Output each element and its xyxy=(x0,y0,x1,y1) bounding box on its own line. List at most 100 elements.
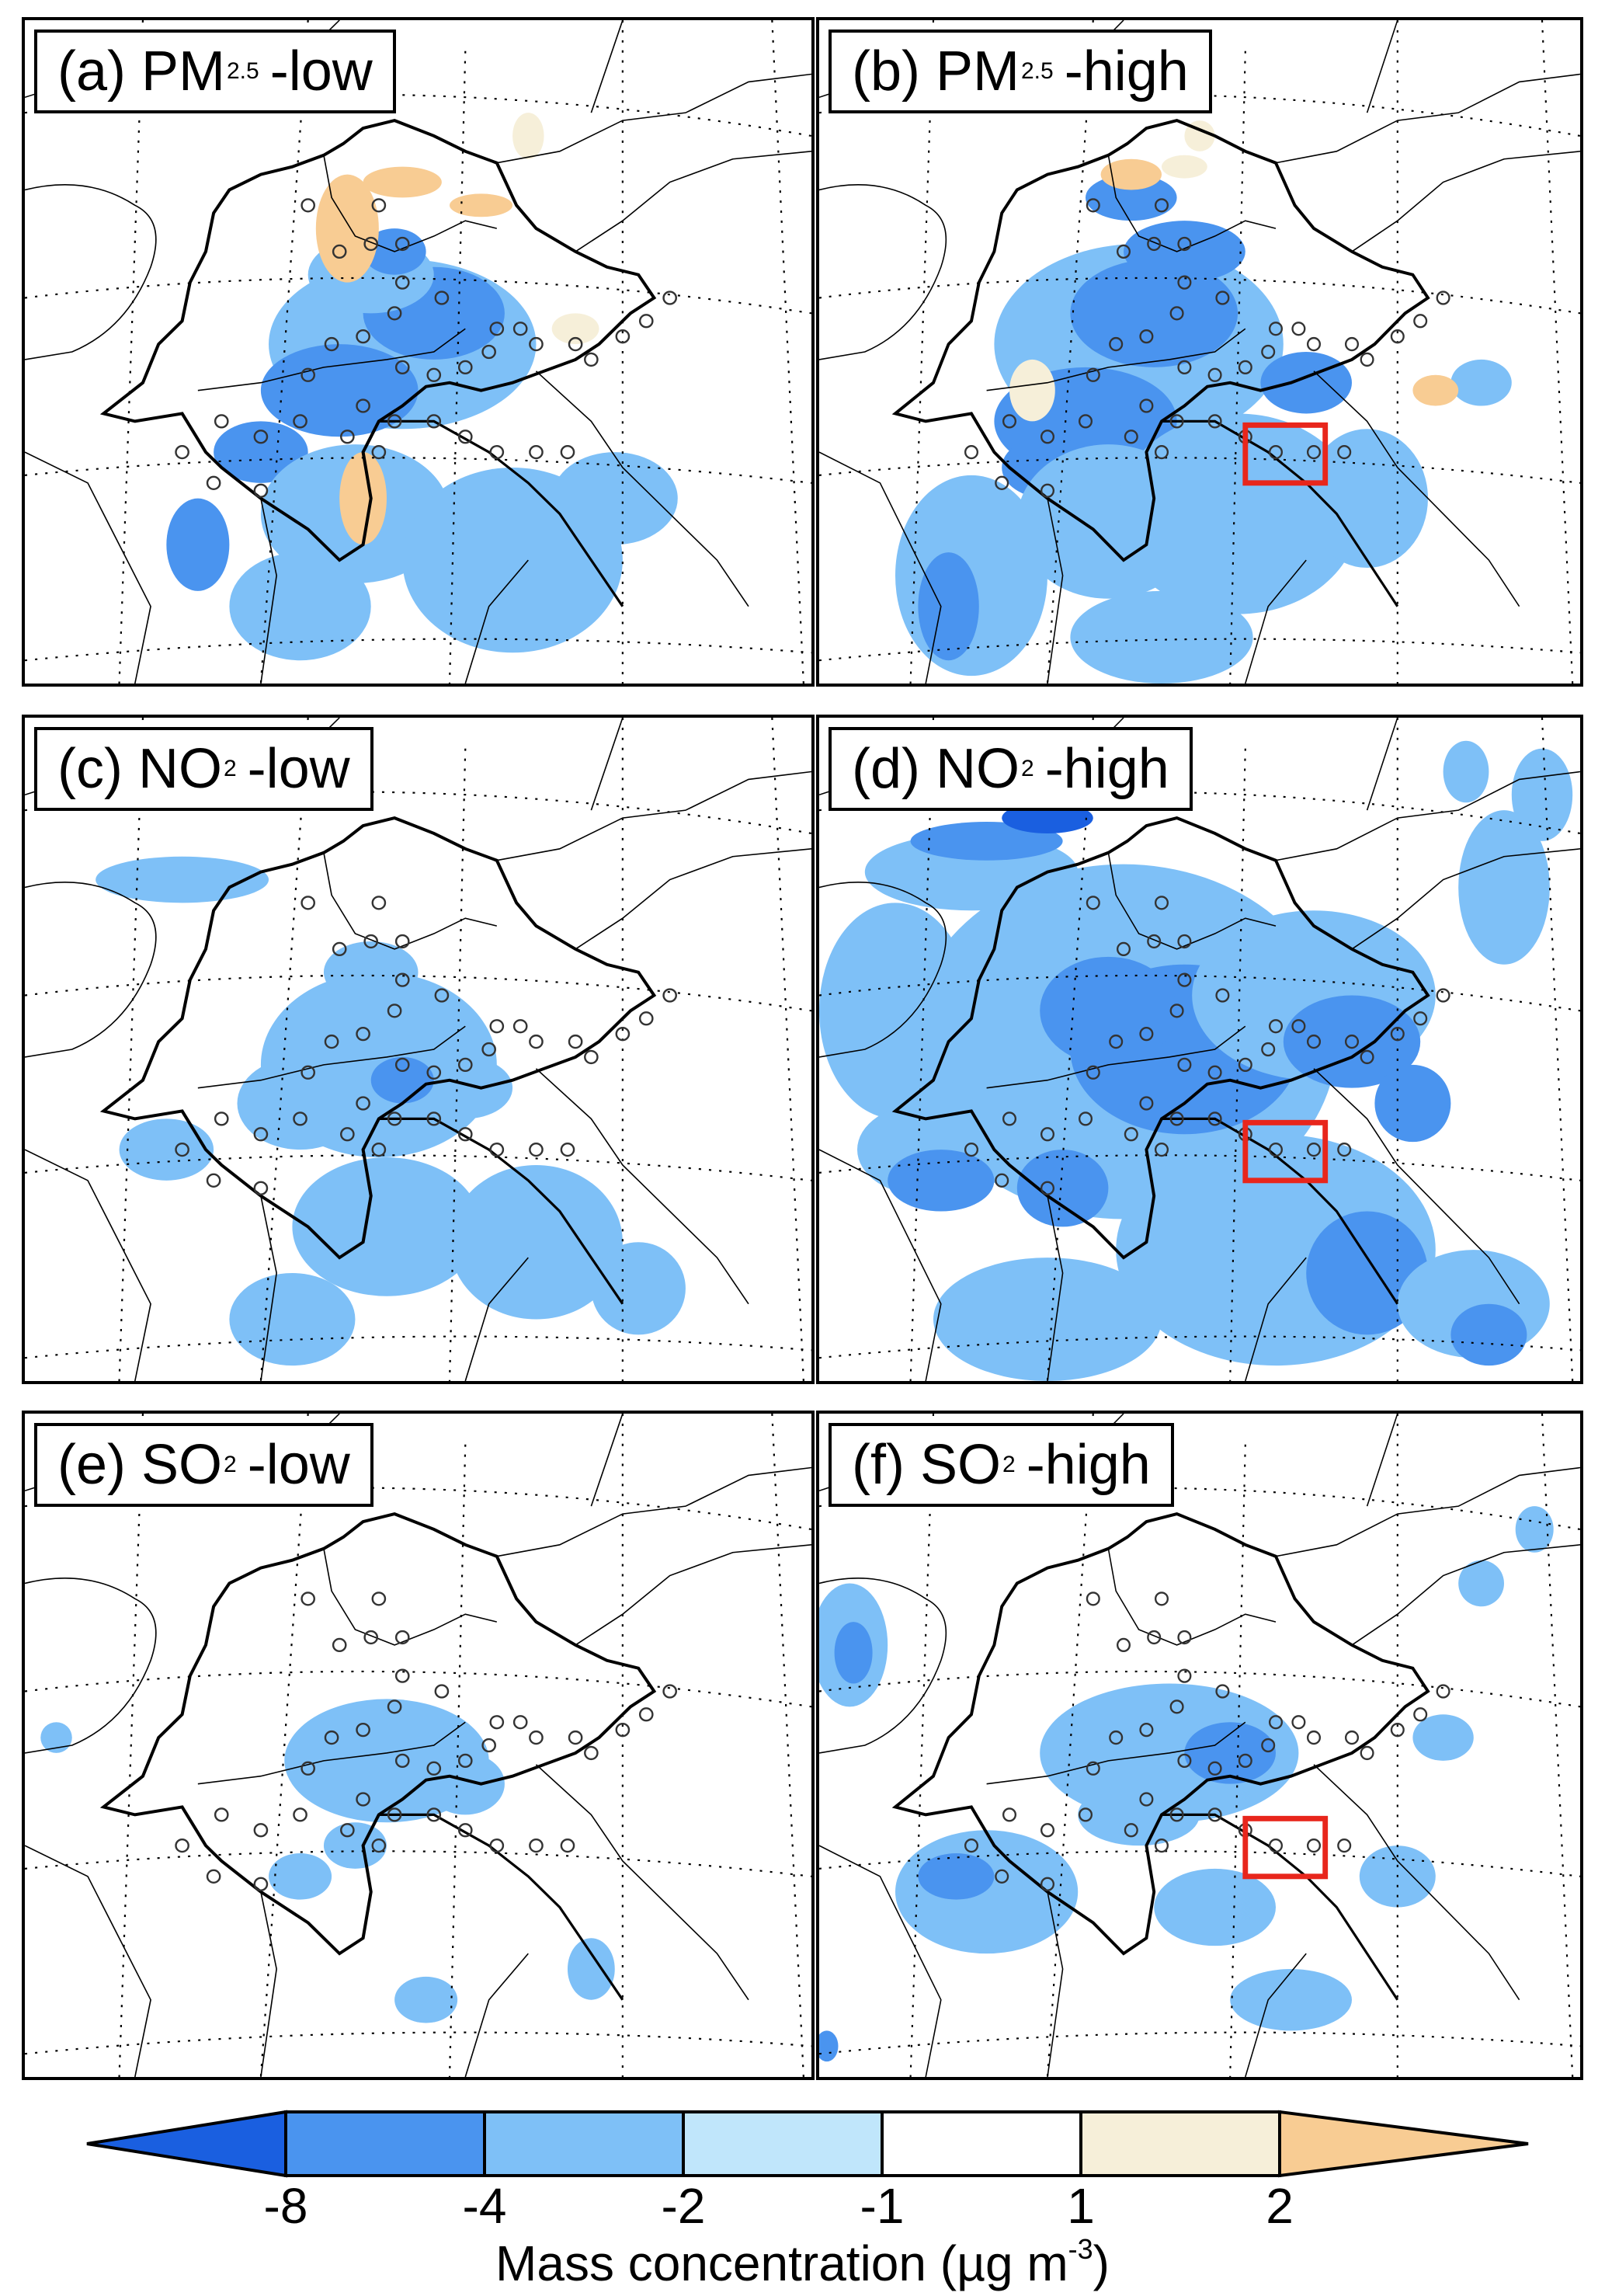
station-marker xyxy=(175,1838,189,1853)
panel-e: (e) SO 2 -low xyxy=(22,1411,815,2080)
station-marker xyxy=(638,1011,654,1026)
province-boundary xyxy=(1366,718,1398,811)
province-boundary xyxy=(25,451,151,684)
station-marker xyxy=(489,1019,505,1034)
station-marker xyxy=(1238,360,1252,374)
station-marker xyxy=(457,1753,473,1768)
region-boundary xyxy=(891,119,1430,562)
station-marker xyxy=(1268,322,1284,336)
station-marker xyxy=(356,1723,370,1738)
station-marker xyxy=(1238,1057,1252,1072)
station-marker xyxy=(371,896,387,910)
station-marker xyxy=(1344,336,1360,352)
station-marker xyxy=(426,414,442,429)
colorbar-title-text: Mass concentration (µg m xyxy=(495,2235,1068,2291)
station-marker xyxy=(1154,896,1169,910)
province-boundary xyxy=(575,1544,811,1646)
province-boundary xyxy=(535,1068,749,1305)
province-boundary xyxy=(575,848,811,950)
station-marker xyxy=(324,336,339,352)
station-marker xyxy=(1337,444,1352,460)
region-boundary xyxy=(891,1512,1430,1956)
station-marker xyxy=(1040,1181,1055,1195)
station-marker xyxy=(512,1019,528,1034)
label-subscript: 2 xyxy=(1021,756,1034,781)
field-patch xyxy=(229,552,371,661)
province-boundary xyxy=(1245,559,1307,684)
station-marker xyxy=(1086,1592,1100,1606)
province-boundary xyxy=(575,151,811,252)
station-marker xyxy=(394,934,410,949)
province-boundary xyxy=(590,20,624,113)
station-marker xyxy=(1116,941,1131,957)
region-boundary xyxy=(99,816,657,1260)
province-boundary xyxy=(496,1466,811,1557)
province-boundary xyxy=(25,1578,157,1754)
field-patch xyxy=(1040,956,1177,1065)
station-marker xyxy=(1238,1753,1252,1768)
station-marker xyxy=(387,1111,402,1126)
province-boundary xyxy=(1275,1466,1580,1557)
concentration-field xyxy=(895,120,1512,684)
station-marker xyxy=(371,444,387,460)
province-boundary xyxy=(1275,73,1580,164)
province-boundary xyxy=(590,1414,624,1507)
province-boundary xyxy=(1366,20,1398,113)
station-marker xyxy=(1040,1877,1055,1891)
station-marker xyxy=(1086,1065,1100,1080)
station-marker xyxy=(371,198,387,213)
station-marker xyxy=(394,1753,410,1768)
station-marker xyxy=(206,1173,221,1188)
label-subscript: 2.5 xyxy=(227,58,259,84)
station-marker xyxy=(1268,1715,1284,1730)
graticule-line xyxy=(771,20,804,684)
graticule-line xyxy=(909,1414,935,2077)
station-marker xyxy=(1002,414,1017,429)
station-marker xyxy=(1207,1807,1222,1822)
station-marker xyxy=(1306,444,1322,460)
concentration-field xyxy=(819,1506,1554,2062)
station-marker xyxy=(434,1684,450,1699)
field-patch xyxy=(1184,1722,1276,1784)
station-marker xyxy=(394,236,410,252)
station-marker xyxy=(1086,896,1100,910)
colorbar-segment xyxy=(682,2110,884,2177)
province-boundary xyxy=(323,155,497,252)
label-prefix: (a) PM xyxy=(57,40,225,103)
graticule-line xyxy=(259,20,309,684)
station-marker xyxy=(363,1630,379,1645)
station-marker xyxy=(584,1049,599,1065)
station-marker xyxy=(1337,1838,1352,1853)
station-marker xyxy=(1040,430,1055,444)
station-marker xyxy=(1207,1761,1222,1776)
station-marker xyxy=(340,430,355,444)
label-suffix: -low xyxy=(269,40,373,103)
field-patch xyxy=(394,1976,458,2023)
map-panel-d xyxy=(819,718,1580,1381)
station-marker xyxy=(434,290,450,305)
station-marker xyxy=(332,244,347,259)
field-patch xyxy=(1283,995,1421,1088)
province-boundary xyxy=(260,1891,277,2077)
province-boundary xyxy=(496,73,811,164)
graticule-line xyxy=(1046,1414,1094,2077)
province-boundary xyxy=(1351,848,1580,950)
colorbar-segment xyxy=(284,2110,486,2177)
graticule-line xyxy=(909,718,935,1381)
station-marker xyxy=(394,360,410,374)
station-marker xyxy=(1116,244,1131,259)
colorbar-extend-low xyxy=(86,2110,287,2178)
station-marker xyxy=(1078,1111,1093,1126)
field-patch xyxy=(1458,1560,1504,1607)
field-patch xyxy=(1450,1303,1527,1366)
station-marker xyxy=(1306,336,1322,352)
station-marker xyxy=(1207,1111,1222,1126)
highlight-box xyxy=(1242,1815,1329,1880)
field-patch xyxy=(119,1118,214,1181)
station-marker xyxy=(324,1034,339,1049)
concentration-field xyxy=(96,856,686,1366)
province-boundary xyxy=(25,1149,151,1381)
field-patch xyxy=(1078,1783,1200,1846)
graticule-line xyxy=(259,718,309,1381)
station-marker xyxy=(481,1042,496,1057)
